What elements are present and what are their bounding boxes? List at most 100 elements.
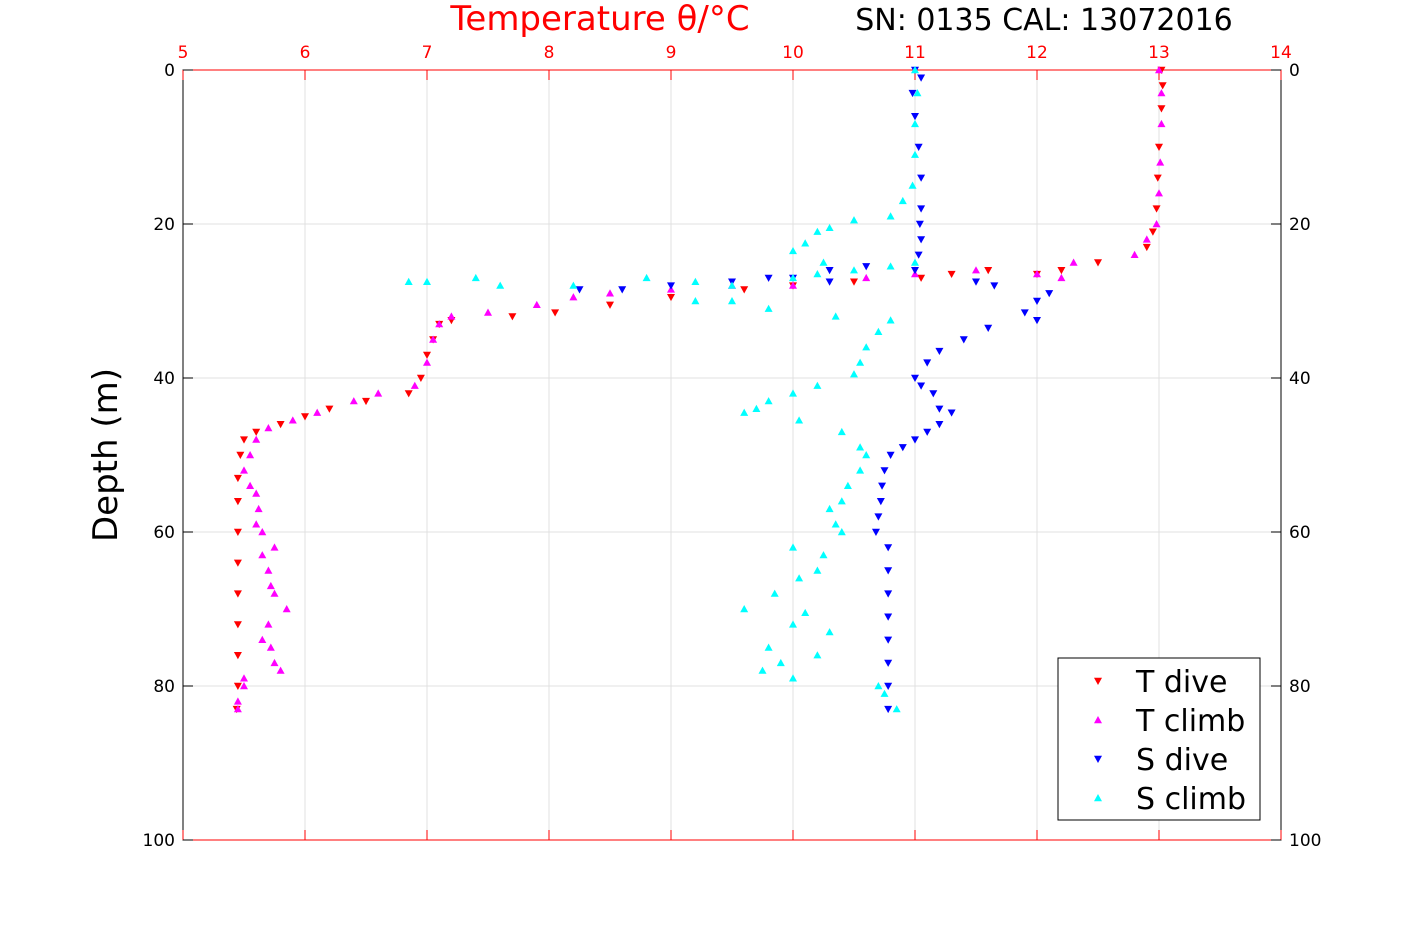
data-point: [825, 628, 834, 636]
data-point: [871, 528, 880, 536]
data-point: [935, 405, 944, 413]
data-point: [908, 89, 917, 98]
data-point: [843, 481, 852, 489]
data-point: [1153, 174, 1162, 182]
data-point: [837, 528, 846, 536]
data-point: [532, 300, 541, 309]
data-point: [911, 66, 919, 74]
data-point: [374, 389, 383, 397]
data-point: [795, 574, 804, 582]
legend-item: S climb: [1094, 782, 1246, 817]
data-point: [416, 374, 425, 382]
data-point: [264, 620, 273, 628]
data-point: [789, 674, 797, 682]
data-point: [233, 682, 242, 690]
data-point: [233, 528, 242, 536]
legend-marker: [1094, 755, 1102, 763]
data-point: [233, 652, 242, 660]
data-point: [429, 335, 438, 343]
data-point: [551, 309, 560, 317]
data-point: [892, 705, 901, 713]
data-point: [349, 397, 358, 405]
data-point: [758, 666, 767, 674]
data-point: [874, 327, 883, 335]
y-tick-label-left: 60: [153, 523, 175, 543]
data-point: [884, 590, 893, 598]
data-point: [606, 301, 614, 309]
x-tick-label: 5: [178, 43, 189, 63]
data-point: [935, 421, 944, 429]
data-point: [1057, 267, 1066, 275]
data-point: [1130, 250, 1139, 258]
data-point: [886, 212, 895, 220]
data-point: [288, 416, 297, 424]
data-point: [270, 589, 279, 597]
y-tick-label-right: 40: [1289, 369, 1311, 389]
data-point: [258, 528, 267, 536]
data-point: [752, 404, 761, 412]
legend-label: T climb: [1135, 704, 1245, 739]
data-point: [874, 513, 883, 521]
data-point: [831, 312, 840, 320]
data-point: [770, 589, 779, 597]
y-tick-label-left: 40: [153, 369, 175, 389]
data-point: [825, 223, 834, 232]
data-point: [264, 566, 273, 574]
data-point: [856, 466, 865, 474]
data-point: [917, 174, 926, 182]
y-axis-ticks: 0 0 20 20 40 40 60 60 80 80 100 100: [143, 61, 1322, 851]
data-point: [1069, 258, 1078, 266]
data-point: [276, 666, 285, 674]
series-s-climb: [404, 66, 922, 713]
data-point: [233, 474, 242, 483]
data-point: [915, 220, 924, 228]
chart-subtitle: SN: 0135 CAL: 13072016: [855, 3, 1233, 38]
data-point: [240, 682, 248, 690]
data-point: [240, 466, 248, 474]
data-point: [254, 504, 263, 513]
data-point: [862, 451, 871, 459]
data-point: [917, 236, 926, 244]
data-point: [801, 608, 810, 617]
data-point: [266, 581, 275, 590]
data-point: [569, 293, 578, 301]
data-point: [884, 613, 893, 621]
data-point: [252, 435, 261, 443]
data-point: [886, 451, 895, 459]
legend-item: S dive: [1094, 743, 1228, 778]
data-point: [929, 390, 938, 398]
y-tick-label-left: 20: [153, 215, 175, 235]
data-point: [1045, 290, 1054, 298]
data-point: [691, 297, 700, 305]
data-point: [264, 424, 273, 432]
legend-item: T dive: [1094, 665, 1227, 700]
data-point: [825, 267, 834, 275]
data-point: [917, 274, 926, 282]
data-point: [1057, 273, 1066, 282]
y-tick-label-right: 20: [1289, 215, 1311, 235]
data-point: [789, 389, 797, 397]
data-point: [917, 205, 926, 213]
y-tick-label-right: 100: [1289, 831, 1321, 851]
data-point: [850, 370, 858, 378]
data-point: [908, 181, 917, 189]
x-tick-label: 8: [544, 43, 555, 63]
data-point: [789, 273, 797, 282]
data-point: [728, 281, 736, 289]
data-point: [947, 409, 956, 417]
data-point: [972, 266, 980, 274]
data-point: [837, 497, 846, 505]
x-tick-label: 9: [666, 43, 677, 63]
data-point: [740, 605, 749, 613]
data-point: [911, 436, 919, 444]
data-point: [813, 651, 822, 659]
data-point: [1033, 270, 1041, 278]
legend-marker: [1094, 677, 1102, 685]
data-point: [1155, 143, 1163, 151]
data-point: [837, 427, 846, 436]
data-point: [911, 150, 919, 158]
data-point: [825, 278, 834, 286]
data-point: [276, 421, 285, 429]
data-point: [898, 444, 907, 452]
data-point: [691, 277, 700, 285]
